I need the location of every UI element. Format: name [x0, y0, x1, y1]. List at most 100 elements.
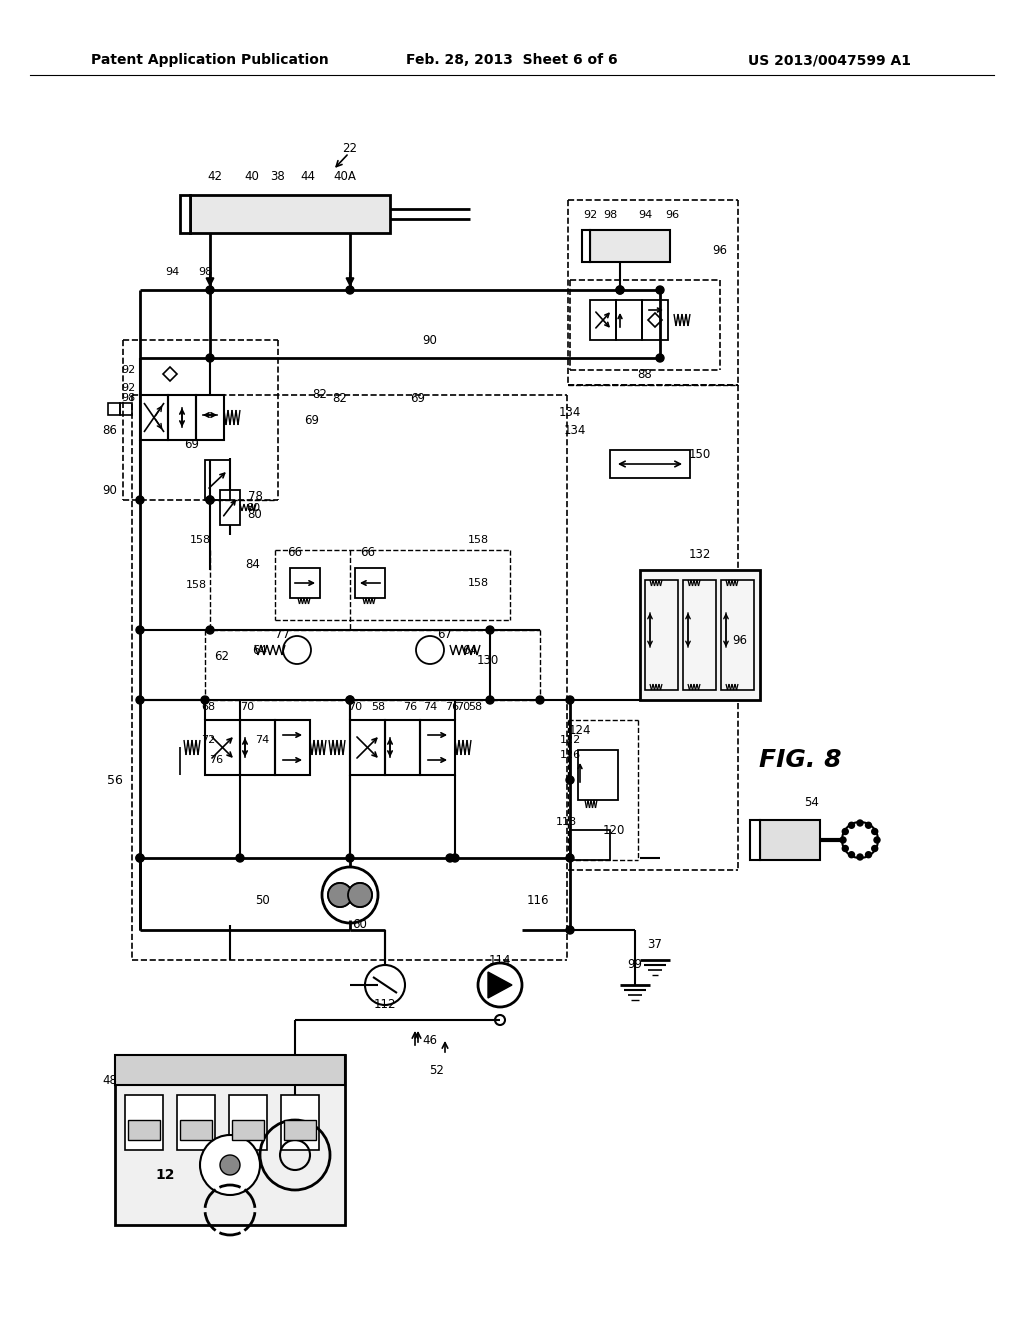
Circle shape — [446, 854, 454, 862]
Text: 76: 76 — [402, 702, 417, 711]
Bar — [168, 395, 196, 440]
Text: 120: 120 — [603, 824, 626, 837]
Text: 118: 118 — [555, 817, 577, 828]
Text: 99: 99 — [628, 958, 642, 972]
Text: 132: 132 — [689, 549, 712, 561]
Circle shape — [857, 854, 863, 861]
Text: 52: 52 — [429, 1064, 444, 1077]
Text: 98: 98 — [603, 210, 617, 220]
Text: 98: 98 — [198, 267, 212, 277]
Text: US 2013/0047599 A1: US 2013/0047599 A1 — [749, 53, 911, 67]
Circle shape — [236, 854, 244, 862]
Text: 69: 69 — [304, 413, 319, 426]
Polygon shape — [488, 972, 512, 998]
Text: FIG. 8: FIG. 8 — [759, 748, 842, 772]
Bar — [190, 195, 390, 234]
Text: 90: 90 — [423, 334, 437, 346]
Bar — [232, 1119, 264, 1140]
Text: 77: 77 — [275, 628, 291, 642]
Text: 66: 66 — [288, 545, 302, 558]
Text: 158: 158 — [467, 535, 488, 545]
Circle shape — [136, 854, 144, 862]
Text: 92: 92 — [121, 366, 135, 375]
Circle shape — [874, 837, 880, 843]
Bar — [229, 1096, 267, 1150]
Bar — [610, 450, 690, 478]
Text: 130: 130 — [477, 653, 499, 667]
Circle shape — [136, 626, 144, 634]
Text: 78: 78 — [248, 490, 262, 503]
Circle shape — [206, 354, 214, 362]
Text: 98: 98 — [121, 393, 135, 403]
Text: 50: 50 — [256, 894, 270, 907]
Text: 72: 72 — [201, 735, 215, 744]
Circle shape — [865, 851, 871, 858]
Text: 116: 116 — [526, 894, 549, 907]
Text: 92: 92 — [121, 383, 135, 393]
Text: 54: 54 — [805, 796, 819, 809]
Text: 74: 74 — [255, 735, 269, 744]
Text: 60: 60 — [352, 919, 368, 932]
Bar — [642, 300, 668, 341]
Text: 158: 158 — [185, 579, 207, 590]
Bar — [120, 403, 132, 414]
Circle shape — [849, 822, 854, 828]
Circle shape — [536, 696, 544, 704]
Circle shape — [136, 696, 144, 704]
Text: 69: 69 — [184, 438, 200, 451]
Bar — [721, 579, 754, 690]
Bar — [683, 579, 716, 690]
Bar — [640, 570, 760, 700]
Circle shape — [865, 822, 871, 828]
Bar — [590, 300, 616, 341]
Circle shape — [328, 883, 352, 907]
Text: Feb. 28, 2013  Sheet 6 of 6: Feb. 28, 2013 Sheet 6 of 6 — [407, 53, 617, 67]
Bar — [240, 719, 275, 775]
Circle shape — [206, 286, 214, 294]
Text: 62: 62 — [214, 649, 229, 663]
Circle shape — [566, 776, 574, 784]
Text: 96: 96 — [665, 210, 679, 220]
Text: 82: 82 — [333, 392, 347, 404]
Text: 82: 82 — [312, 388, 328, 401]
Text: 37: 37 — [647, 939, 663, 952]
Bar — [750, 820, 760, 861]
Bar — [125, 1096, 163, 1150]
Text: 76: 76 — [445, 702, 459, 711]
Circle shape — [206, 626, 214, 634]
Circle shape — [842, 822, 878, 858]
Bar — [578, 750, 618, 800]
Text: 158: 158 — [189, 535, 211, 545]
Text: 124: 124 — [568, 723, 591, 737]
Circle shape — [616, 286, 624, 294]
Bar — [570, 830, 610, 861]
Text: 44: 44 — [300, 169, 315, 182]
Text: 69: 69 — [411, 392, 426, 404]
Text: 74: 74 — [423, 702, 437, 711]
Circle shape — [451, 854, 459, 862]
Text: 40A: 40A — [334, 169, 356, 182]
Text: 86: 86 — [102, 424, 118, 437]
Text: 88: 88 — [638, 368, 652, 381]
Bar — [115, 1055, 345, 1085]
Circle shape — [486, 626, 494, 634]
Bar — [220, 490, 240, 525]
Text: 38: 38 — [270, 169, 286, 182]
Text: 92: 92 — [583, 210, 597, 220]
Circle shape — [843, 829, 848, 834]
Circle shape — [346, 696, 354, 704]
Text: 134: 134 — [559, 407, 582, 420]
Circle shape — [566, 927, 574, 935]
Text: 112: 112 — [374, 998, 396, 1011]
Circle shape — [616, 286, 624, 294]
Bar — [115, 1055, 345, 1225]
Text: 58: 58 — [468, 702, 482, 711]
Bar — [284, 1119, 316, 1140]
Text: 58: 58 — [371, 702, 385, 711]
Text: 56: 56 — [108, 774, 123, 787]
Bar — [205, 459, 230, 500]
Text: 96: 96 — [732, 634, 748, 647]
Circle shape — [566, 696, 574, 704]
Circle shape — [206, 496, 214, 504]
Bar — [420, 719, 455, 775]
